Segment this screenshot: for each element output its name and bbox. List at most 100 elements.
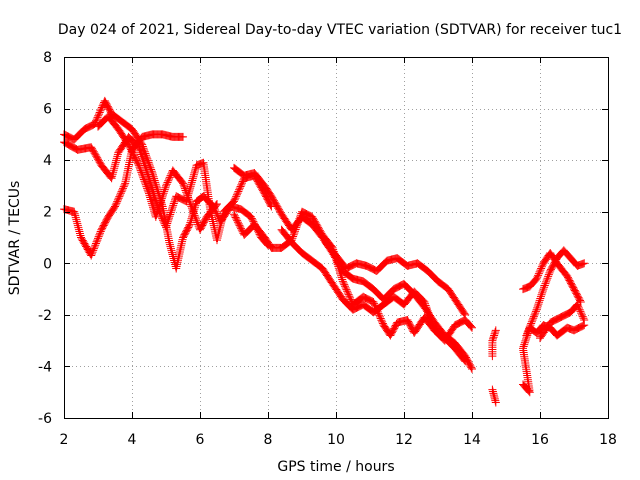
data-point [180, 182, 189, 191]
data-point [137, 168, 146, 177]
data-point [234, 219, 243, 228]
data-point [335, 266, 344, 275]
data-point [119, 182, 128, 191]
data-point [335, 268, 344, 277]
data-point [233, 189, 242, 198]
data-point [116, 190, 125, 199]
data-point [573, 300, 582, 309]
data-point [72, 215, 81, 224]
data-point [165, 175, 174, 184]
data-point [132, 156, 141, 165]
data-point [109, 168, 118, 177]
data-point [186, 198, 195, 207]
data-point [134, 161, 143, 170]
data-point [183, 191, 192, 200]
data-point [187, 202, 196, 211]
data-point [108, 172, 117, 181]
data-point [139, 175, 148, 184]
data-point [88, 248, 97, 257]
data-point [134, 159, 143, 168]
data-point [145, 191, 154, 200]
data-point [166, 244, 175, 253]
data-point [109, 166, 118, 175]
data-point [426, 313, 435, 322]
data-point [532, 274, 541, 283]
data-point [292, 221, 301, 230]
data-point [112, 156, 121, 165]
data-point [74, 223, 83, 232]
data-point [94, 232, 103, 241]
data-point [113, 197, 122, 206]
data-point [113, 152, 122, 161]
data-point [525, 324, 534, 333]
data-point [236, 222, 245, 231]
data-point [428, 319, 437, 328]
data-point [111, 160, 120, 169]
data-point [381, 257, 390, 266]
series-t7 [277, 225, 476, 345]
data-point [488, 334, 497, 343]
data-point [424, 310, 433, 319]
data-point [165, 238, 174, 247]
data-point [232, 192, 241, 201]
series-t13 [536, 300, 589, 343]
data-point [125, 142, 134, 151]
data-point [112, 199, 121, 208]
data-point [111, 202, 119, 211]
data-point [429, 322, 438, 331]
data-point [179, 179, 187, 188]
data-point [231, 213, 240, 222]
data-point [537, 262, 546, 271]
data-point [529, 312, 538, 321]
data-point [247, 212, 255, 221]
data-point [536, 266, 545, 275]
data-point [461, 310, 470, 319]
data-point [124, 140, 133, 149]
data-point [158, 214, 167, 223]
data-point [231, 194, 240, 203]
data-point [162, 221, 171, 230]
data-point [181, 186, 190, 195]
data-point [72, 217, 81, 226]
data-point [89, 244, 98, 253]
y-tick-label: -6 [38, 411, 52, 427]
data-point [75, 227, 84, 236]
data-point [536, 294, 545, 303]
data-point [71, 211, 80, 220]
data-point [187, 204, 196, 213]
data-point [110, 164, 119, 173]
data-point [346, 273, 355, 282]
data-point [87, 249, 96, 258]
data-point [148, 203, 157, 212]
data-point [422, 303, 431, 312]
data-point [163, 219, 172, 228]
data-point [162, 181, 170, 190]
data-point [428, 321, 437, 330]
y-axis-title: SDTVAR / TECUs [7, 181, 23, 296]
data-point [461, 357, 470, 366]
data-point [369, 297, 378, 306]
data-point [427, 317, 436, 326]
data-point [233, 218, 242, 227]
data-point [182, 188, 191, 197]
data-point [527, 317, 536, 326]
tick-layer: 2 4 6 8 10 12 14 16 18 -6 -4 -2 0 2 4 6 8 [38, 50, 617, 448]
data-point [237, 180, 246, 189]
data-point [337, 273, 346, 282]
data-point [539, 285, 548, 294]
data-point [107, 174, 116, 183]
data-point [460, 356, 469, 365]
data-point [523, 329, 532, 338]
data-point [189, 172, 198, 181]
data-point [96, 229, 105, 238]
data-point [116, 189, 125, 198]
data-point [338, 277, 347, 286]
y-tick-label: 4 [43, 153, 52, 169]
data-point [170, 197, 179, 206]
data-point [186, 184, 195, 193]
data-point [148, 185, 157, 194]
data-point [168, 204, 176, 213]
data-point [232, 190, 241, 199]
data-point [138, 171, 147, 180]
data-point [424, 308, 433, 317]
